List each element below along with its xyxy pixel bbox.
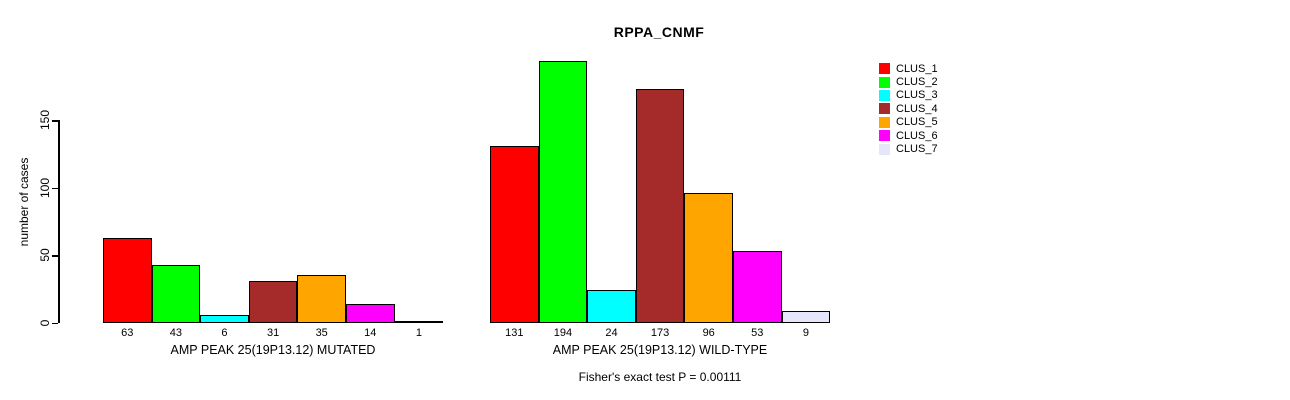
- bar-group2-clus_4: [635, 89, 685, 323]
- legend-item-clus-4: CLUS_4: [879, 102, 938, 115]
- legend-item-clus-5: CLUS_5: [879, 116, 938, 129]
- y-tick-mark: [52, 187, 58, 190]
- legend-item-clus-6: CLUS_6: [879, 129, 938, 142]
- bar-value-label: 43: [169, 327, 183, 339]
- legend-label-clus-6: CLUS_6: [896, 129, 938, 142]
- bar-value-label: 31: [266, 327, 280, 339]
- bar-value-label: 35: [315, 327, 328, 339]
- bar-value-label: 14: [364, 327, 377, 339]
- chart-title: RPPA_CNMF: [613, 24, 705, 40]
- legend-swatch-clus-3: [879, 89, 890, 101]
- legend-swatch-clus-2: [879, 76, 890, 88]
- y-tick-mark: [52, 322, 58, 325]
- bar-group1-clus_6: [346, 303, 395, 323]
- bar-group2-clus_2: [538, 60, 588, 323]
- legend-swatch-clus-7: [879, 143, 890, 155]
- bar-group1-clus_4: [248, 280, 298, 323]
- legend-item-clus-2: CLUS_2: [879, 75, 938, 88]
- y-axis: [58, 120, 60, 323]
- bar-value-label: 1: [415, 327, 422, 339]
- y-tick-label: 0: [38, 319, 52, 327]
- legend-swatch-clus-5: [879, 116, 890, 128]
- legend-swatch-clus-1: [879, 63, 890, 75]
- bar-value-label: 194: [553, 327, 573, 339]
- bar-group1-clus_3: [200, 314, 249, 323]
- legend-label-clus-5: CLUS_5: [896, 116, 938, 129]
- legend-label-clus-2: CLUS_2: [896, 76, 938, 89]
- bar-value-label: 24: [605, 327, 618, 339]
- legend-label-clus-1: CLUS_1: [896, 62, 938, 75]
- bar-group1-clus_5: [297, 275, 346, 323]
- bar-group1-clus_2: [151, 264, 201, 323]
- bar-group1-clus_1: [103, 237, 152, 323]
- bar-value-label: 63: [121, 327, 134, 339]
- group-label-wild-type: AMP PEAK 25(19P13.12) WILD-TYPE: [552, 343, 768, 357]
- y-tick-label: 50: [38, 248, 52, 262]
- legend-item-clus-1: CLUS_1: [879, 62, 938, 75]
- bar-group2-clus_6: [733, 251, 782, 323]
- bar-value-label: 6: [221, 327, 228, 339]
- y-tick-label: 150: [38, 110, 52, 131]
- bar-value-label: 53: [751, 327, 764, 339]
- legend-label-clus-7: CLUS_7: [896, 143, 938, 156]
- bar-group2-clus_1: [490, 145, 539, 323]
- y-tick-mark: [52, 255, 58, 257]
- legend-item-clus-7: CLUS_7: [879, 142, 938, 155]
- legend-label-clus-4: CLUS_4: [896, 102, 938, 115]
- bar-group1-clus_7: [394, 321, 444, 324]
- fisher-test-caption: Fisher's exact test P = 0.00111: [578, 370, 742, 384]
- legend-label-clus-3: CLUS_3: [896, 89, 938, 102]
- bar-group2-clus_7: [781, 310, 831, 323]
- legend-swatch-clus-4: [879, 103, 890, 115]
- bar-group2-clus_5: [684, 193, 733, 323]
- y-tick-mark: [52, 120, 58, 122]
- bar-value-label: 131: [505, 327, 524, 339]
- y-tick-label: 100: [38, 177, 52, 198]
- group-label-mutated: AMP PEAK 25(19P13.12) MUTATED: [170, 343, 376, 357]
- bar-value-label: 173: [650, 327, 670, 339]
- bar-group2-clus_3: [587, 290, 636, 323]
- bar-value-label: 96: [702, 327, 715, 339]
- legend-swatch-clus-6: [879, 130, 890, 142]
- bar-value-label: 9: [802, 327, 809, 339]
- y-axis-label: number of cases: [17, 157, 31, 247]
- legend: CLUS_1 CLUS_2 CLUS_3 CLUS_4 CLUS_5 CLUS_…: [879, 62, 938, 156]
- legend-item-clus-3: CLUS_3: [879, 89, 938, 102]
